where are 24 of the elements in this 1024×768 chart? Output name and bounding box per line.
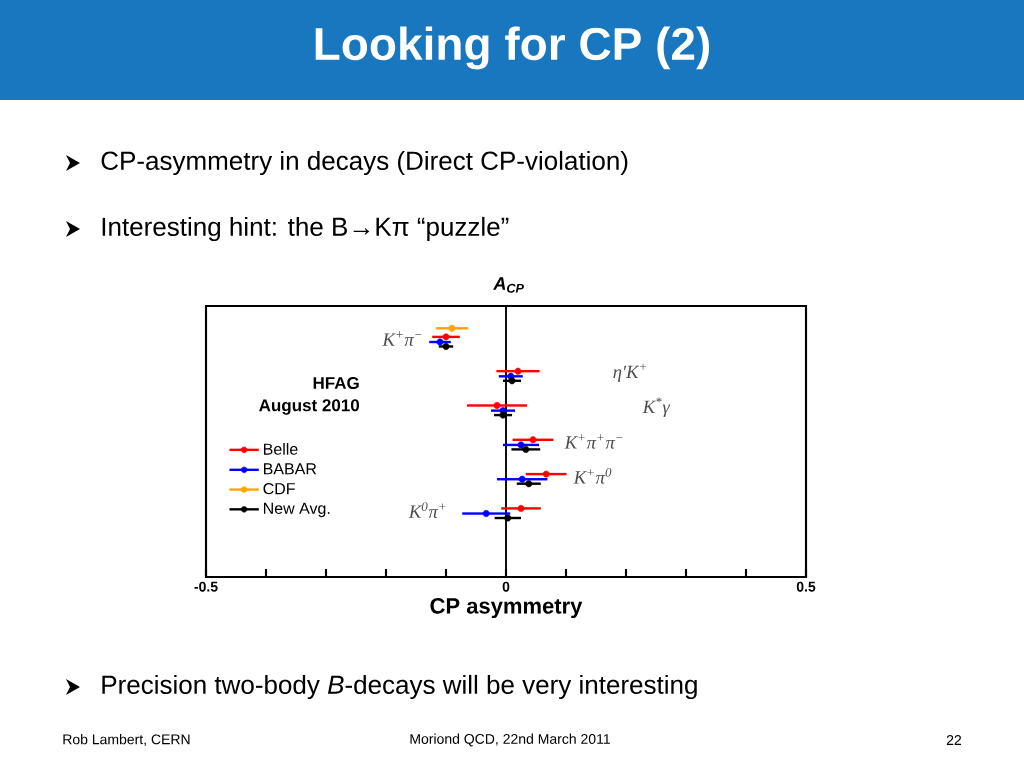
annotation: HFAG <box>313 376 359 390</box>
text: Precision two-body B-decays will be very interesting <box>102 674 697 700</box>
text: Rob Lambert, CERN <box>63 734 190 746</box>
legend-label: Belle <box>263 443 298 455</box>
x-tick-label: -0.5 <box>194 581 218 592</box>
text: Moriond QCD, 22nd March 2011 <box>410 733 610 747</box>
annotation: August 2010 <box>259 399 360 415</box>
text: Interesting hint: the B→Kπ “puzzle” <box>102 216 509 242</box>
y-tick-label: K$^{+}$π$^{+}$π$^{−}$ <box>564 434 623 449</box>
y-tick-label: K$^{0}$π$^{+}$ <box>408 502 446 519</box>
text: A$_{CP}$ <box>493 277 524 293</box>
legend-label: New Avg. <box>263 502 330 518</box>
x-tick-label: 0.5 <box>796 581 816 592</box>
y-tick-label: K$^{*}$γ <box>642 397 671 417</box>
text: 22 <box>946 735 962 745</box>
x-axis-title: CP asymmetry <box>430 598 583 619</box>
y-tick-label: K$^{+}$π$^{0}$ <box>573 467 612 484</box>
text: CP-asymmetry in decays (Direct CP-violation) <box>101 150 628 176</box>
x-tick-label: 0 <box>502 581 510 592</box>
legend-label: CDF <box>263 482 295 495</box>
y-tick-label: K$^{+}$π$^{−}$ <box>382 331 422 346</box>
legend-label: BABAR <box>263 463 317 475</box>
chart-title: Looking for CP (2) <box>315 26 710 70</box>
y-tick-label: η′K$^{+}$ <box>613 363 647 383</box>
